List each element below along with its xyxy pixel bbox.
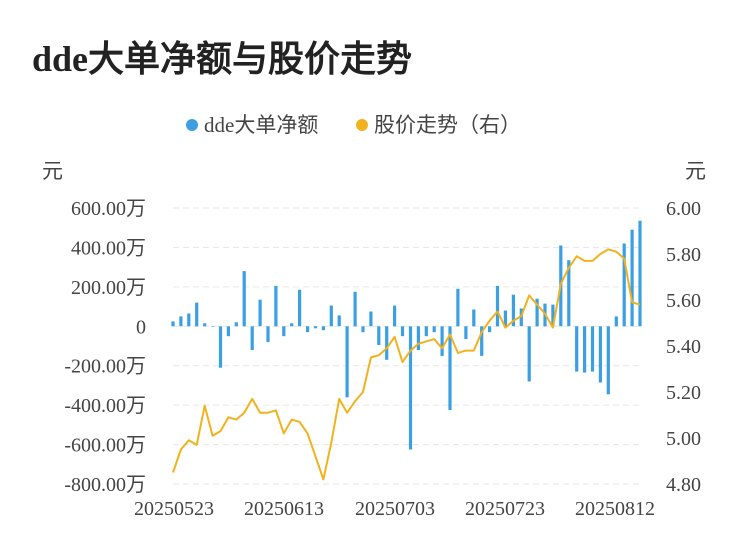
bar	[298, 289, 302, 327]
bar	[290, 323, 294, 327]
y-right-tick-label: 6.00	[666, 198, 701, 220]
bar	[400, 326, 405, 337]
bar	[187, 313, 191, 327]
bar	[408, 326, 413, 450]
bar	[440, 326, 444, 356]
bar	[306, 326, 310, 333]
bar	[226, 326, 230, 337]
bar	[480, 326, 484, 356]
bar	[432, 326, 436, 333]
bar	[416, 326, 420, 350]
bar	[503, 310, 507, 327]
bar	[590, 326, 595, 372]
bar	[203, 323, 207, 327]
line-series	[172, 248, 641, 481]
bar	[234, 322, 238, 327]
bar	[583, 326, 587, 373]
bar	[369, 311, 373, 327]
bar	[575, 326, 579, 372]
bar	[218, 326, 223, 368]
legend-marker	[356, 119, 368, 131]
bar	[313, 326, 318, 329]
bar	[195, 302, 199, 327]
x-tick-label: 20250812	[575, 498, 655, 520]
bar	[242, 271, 246, 327]
bar	[329, 305, 333, 327]
y-right-tick-label: 5.20	[666, 382, 701, 404]
y-right-tick-label: 5.60	[666, 290, 701, 312]
x-tick-label: 20250723	[465, 498, 545, 520]
bar	[527, 326, 531, 382]
x-tick-label: 20250613	[244, 498, 324, 520]
bar	[274, 285, 278, 327]
y-left-tick-label: 200.00万	[71, 277, 146, 299]
legend-label: 股价走势（右）	[374, 113, 521, 137]
bar	[361, 326, 365, 333]
bar	[551, 304, 555, 327]
y-right-tick-label: 5.00	[666, 428, 701, 450]
chart-legend: dde大单净额 股价走势（右）	[186, 113, 521, 137]
bar	[472, 309, 476, 327]
x-axis: 20250523 20250613 20250703 20250723 20250812	[134, 498, 655, 520]
bar	[488, 326, 492, 333]
bar	[511, 294, 515, 327]
x-tick-label: 20250703	[355, 498, 435, 520]
bar-series	[171, 220, 642, 450]
chart-grid	[173, 207, 640, 485]
bar	[519, 308, 523, 327]
bar	[337, 315, 341, 327]
bar	[258, 299, 262, 327]
bar	[250, 326, 254, 350]
y-right-tick-label: 5.80	[666, 244, 701, 266]
y-axis-left: 600.00万 400.00万 200.00万 0 -200.00万 -400.00万 -6…	[64, 198, 146, 496]
bar	[567, 260, 571, 327]
bar	[495, 285, 500, 327]
bar	[424, 326, 428, 337]
y-left-tick-label: 0	[136, 316, 146, 338]
y-left-tick-label: -800.00万	[64, 474, 146, 496]
bar	[638, 220, 642, 327]
bar	[266, 326, 270, 343]
y-left-tick-label: 600.00万	[71, 198, 146, 220]
bar	[353, 291, 357, 327]
bar	[448, 326, 452, 411]
page-title: dde大单净额与股价走势	[32, 39, 413, 79]
bar	[464, 326, 468, 340]
bar	[211, 326, 215, 327]
bar	[622, 243, 626, 327]
bar	[393, 305, 397, 327]
price-line	[172, 248, 641, 481]
y-left-tick-label: -400.00万	[64, 395, 146, 417]
y-left-tick-label: -200.00万	[64, 356, 146, 378]
legend-marker	[186, 119, 198, 131]
bar	[321, 326, 325, 331]
y-right-tick-label: 4.80	[666, 474, 701, 496]
bar	[614, 316, 618, 327]
bar	[377, 326, 381, 345]
y-left-tick-label: 400.00万	[71, 237, 146, 259]
bar	[171, 321, 175, 327]
legend-label: dde大单净额	[204, 113, 318, 137]
bar	[535, 298, 539, 327]
y-right-tick-label: 5.40	[666, 336, 701, 358]
bar	[282, 326, 286, 337]
bar	[385, 326, 389, 360]
y-left-tick-label: -600.00万	[64, 435, 146, 457]
bar	[456, 288, 460, 327]
bar	[179, 316, 183, 327]
bar	[598, 326, 602, 383]
x-tick-label: 20250523	[134, 498, 214, 520]
bar	[606, 326, 610, 395]
bar	[630, 229, 634, 327]
y-axis-right-unit: 元	[685, 159, 706, 183]
bar	[345, 326, 349, 398]
y-axis-left-unit: 元	[42, 159, 63, 183]
y-axis-right: 6.00 5.80 5.60 5.40 5.20 5.00 4.80	[666, 198, 701, 496]
